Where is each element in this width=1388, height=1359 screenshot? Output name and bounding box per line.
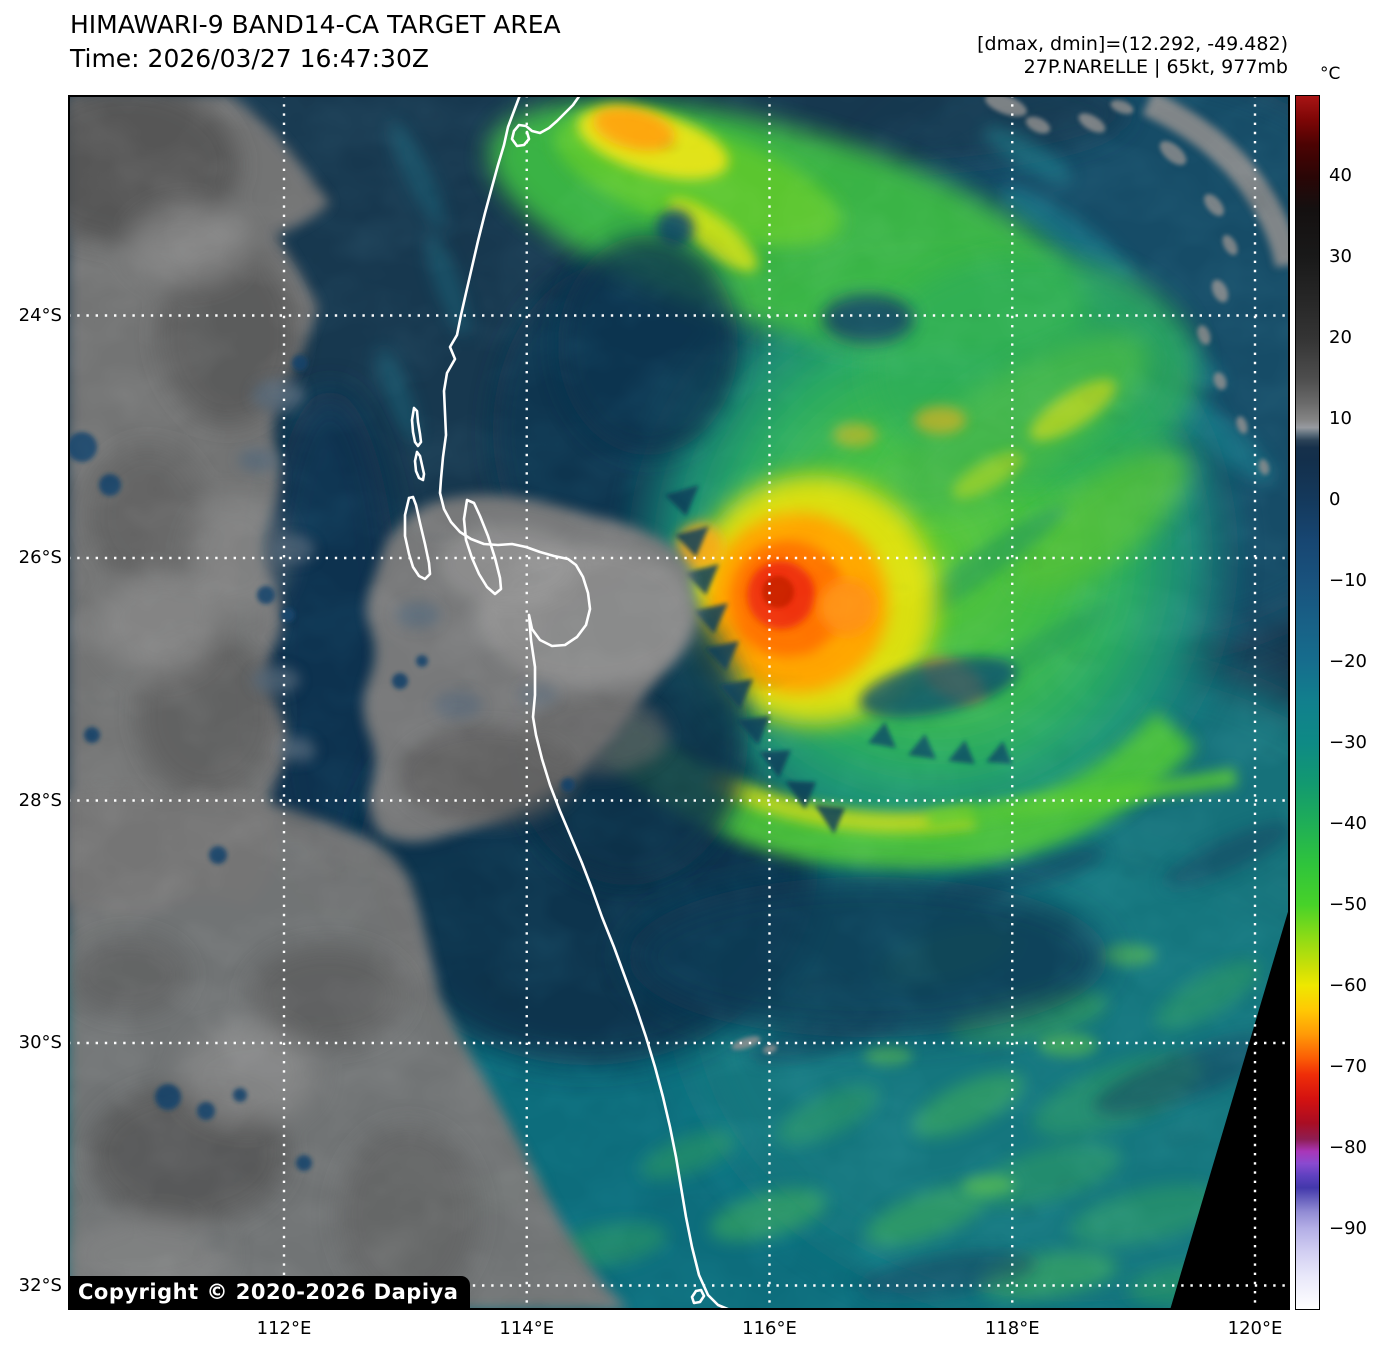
- figure-title: HIMAWARI-9 BAND14-CA TARGET AREA: [70, 10, 561, 39]
- colorbar-tick-label: 20: [1329, 327, 1352, 348]
- figure-time: Time: 2026/03/27 16:47:30Z: [70, 44, 429, 73]
- dmax-dmin-label: [dmax, dmin]=(12.292, -49.482): [977, 33, 1288, 55]
- colorbar-tick-label: 10: [1329, 408, 1352, 429]
- copyright-badge: Copyright © 2020-2026 Dapiya: [68, 1276, 471, 1309]
- lat-tick-label: 28°S: [18, 789, 62, 811]
- storm-info-label: 27P.NARELLE | 65kt, 977mb: [1023, 56, 1288, 78]
- colorbar-tick-label: 40: [1329, 165, 1352, 186]
- colorbar: [1295, 95, 1320, 1310]
- no-data-wedge: [1170, 905, 1290, 1310]
- satellite-image: [68, 95, 1290, 1310]
- colorbar-tick-label: 30: [1329, 246, 1352, 267]
- coastline: [403, 95, 732, 1310]
- colorbar-tick-label: −50: [1329, 894, 1367, 915]
- colorbar-tick-label: −70: [1329, 1056, 1367, 1077]
- lon-tick-label: 112°E: [256, 1318, 312, 1339]
- lon-tick-label: 118°E: [984, 1318, 1040, 1339]
- figure-header-right: [dmax, dmin]=(12.292, -49.482) 27P.NARELL…: [977, 33, 1288, 79]
- lon-tick-label: 114°E: [499, 1318, 555, 1339]
- colorbar-tick-label: −20: [1329, 651, 1367, 672]
- lat-tick-label: 24°S: [18, 304, 62, 326]
- lon-tick-label: 116°E: [742, 1318, 797, 1339]
- map-area: [68, 95, 1290, 1310]
- gridlines-layer: [68, 95, 1290, 1310]
- lat-tick-label: 30°S: [18, 1032, 62, 1053]
- colorbar-unit: °C: [1320, 64, 1341, 84]
- lat-tick-label: 26°S: [18, 547, 62, 568]
- noise-texture-dark: [68, 95, 1290, 1310]
- colorbar-tick-label: −40: [1329, 813, 1367, 834]
- colorbar-tick-label: 0: [1329, 489, 1341, 510]
- lon-tick-label: 120°E: [1227, 1318, 1283, 1339]
- colorbar-tick-label: −10: [1329, 570, 1367, 591]
- lat-tick-label: 32°S: [18, 1274, 62, 1296]
- map-border: [68, 95, 1290, 1310]
- figure-header: HIMAWARI-9 BAND14-CA TARGET AREA Time: 20…: [70, 8, 561, 76]
- colorbar-tick-label: −90: [1329, 1218, 1367, 1239]
- colorbar-tick-label: −30: [1329, 732, 1367, 753]
- colorbar-tick-label: −80: [1329, 1137, 1367, 1158]
- colorbar-tick-label: −60: [1329, 975, 1367, 996]
